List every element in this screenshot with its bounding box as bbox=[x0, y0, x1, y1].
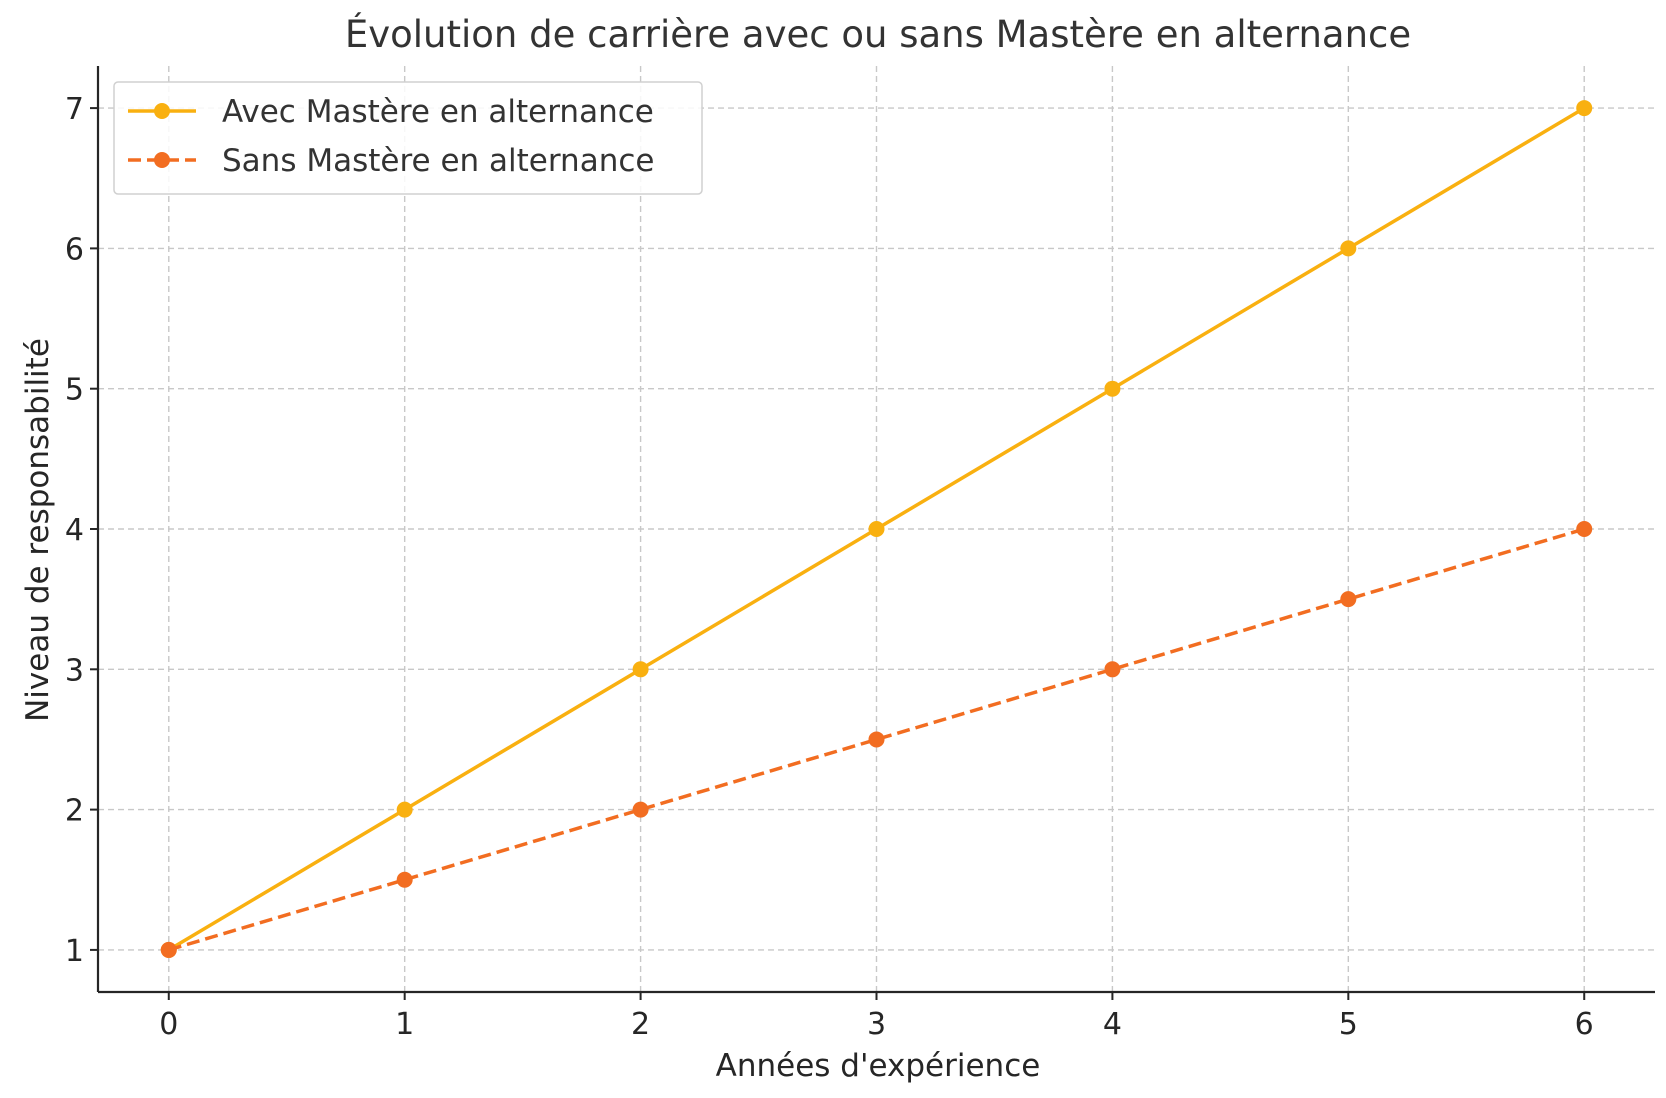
x-tick-label: 1 bbox=[395, 1007, 414, 1042]
x-tick-label: 0 bbox=[159, 1007, 178, 1042]
x-tick-label: 4 bbox=[1103, 1007, 1122, 1042]
series-2-point bbox=[868, 731, 885, 748]
grid-layer bbox=[98, 66, 1655, 992]
series-1-point bbox=[1340, 240, 1357, 257]
axes-layer: 0 1 2 3 4 5 6 1 2 3 4 5 6 7 bbox=[65, 66, 1655, 1042]
y-axis-label: Niveau de responsabilité bbox=[20, 338, 56, 722]
legend: Avec Mastère en alternance Sans Mastère e… bbox=[113, 81, 703, 195]
legend-box bbox=[113, 81, 703, 195]
series-1-point bbox=[868, 521, 885, 537]
series-layer bbox=[160, 100, 1593, 958]
y-tick-label: 1 bbox=[65, 934, 84, 969]
chart-title: Évolution de carrière avec ou sans Mastè… bbox=[345, 12, 1411, 56]
series-2-point bbox=[160, 941, 177, 958]
legend-marker-1 bbox=[154, 103, 170, 119]
y-tick-label: 3 bbox=[65, 653, 84, 688]
series-2-point bbox=[1576, 521, 1593, 537]
legend-label-1: Avec Mastère en alternance bbox=[222, 94, 654, 130]
y-tick-label: 7 bbox=[65, 92, 84, 127]
y-tick-label: 2 bbox=[65, 794, 84, 829]
x-axis-label: Années d'expérience bbox=[716, 1048, 1041, 1084]
series-1-point bbox=[632, 661, 649, 678]
legend-marker-2 bbox=[154, 152, 170, 168]
x-tick-label: 6 bbox=[1575, 1007, 1594, 1042]
series-2-point bbox=[1104, 661, 1121, 678]
y-tick-label: 6 bbox=[65, 232, 84, 267]
series-1-point bbox=[1576, 100, 1593, 117]
x-tick-label: 3 bbox=[867, 1007, 886, 1042]
x-tick-label: 5 bbox=[1339, 1007, 1358, 1042]
legend-label-2: Sans Mastère en alternance bbox=[222, 143, 654, 179]
series-2-point bbox=[632, 801, 649, 818]
series-1-point bbox=[1104, 380, 1121, 397]
y-tick-label: 5 bbox=[65, 373, 84, 408]
x-tick-label: 2 bbox=[631, 1007, 650, 1042]
y-tick-label: 4 bbox=[65, 513, 84, 548]
series-2-point bbox=[1340, 591, 1357, 608]
series-2-point bbox=[396, 871, 413, 888]
series-1-point bbox=[396, 801, 413, 818]
